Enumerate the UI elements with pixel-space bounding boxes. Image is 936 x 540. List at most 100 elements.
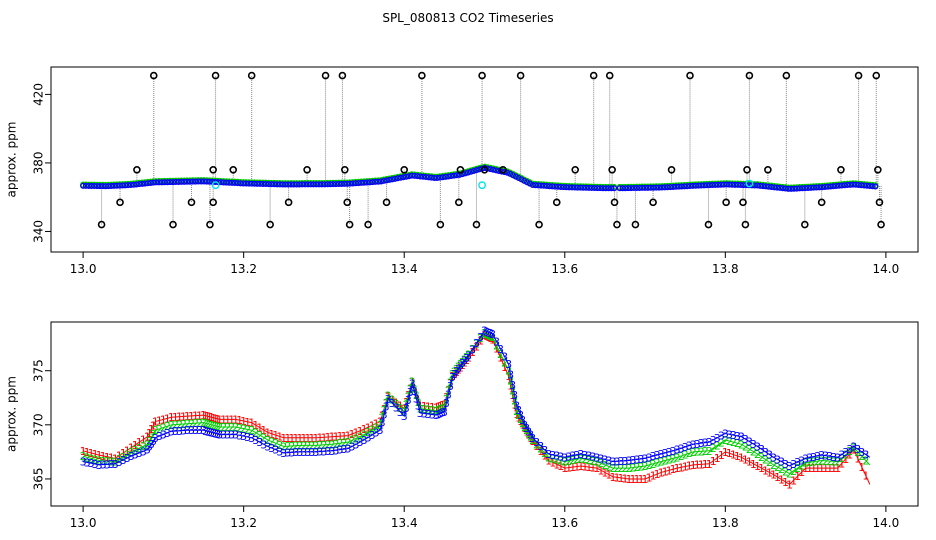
series-3-point	[653, 184, 660, 191]
series-3-marker: 3	[515, 404, 522, 417]
series-3-marker: 3	[415, 400, 422, 413]
series-3-point	[740, 182, 747, 189]
series-1-marker: 1	[822, 462, 829, 475]
series-1-marker: 1	[256, 422, 263, 435]
series-2-marker: 2	[401, 406, 408, 419]
series-2-marker: 2	[180, 418, 187, 431]
series-1-marker: 1	[84, 446, 91, 459]
series-3-marker: 3	[100, 459, 107, 472]
series-2-marker: 2	[810, 456, 817, 469]
series-2-marker: 2	[316, 439, 323, 452]
series-2-marker: 2	[557, 455, 564, 468]
series-2-marker: 2	[581, 453, 588, 466]
y-tick-label: 380	[32, 151, 46, 174]
series-2-marker: 2	[128, 446, 135, 459]
series-2-marker: 2	[686, 447, 693, 460]
series-3-point	[681, 183, 688, 190]
series-2-marker: 2	[834, 456, 841, 469]
series-1-marker: 1	[658, 466, 665, 479]
outlier-point	[206, 220, 214, 229]
series-3-marker: 3	[300, 446, 307, 459]
series-2-marker: 2	[738, 438, 745, 451]
series-3-point	[599, 185, 606, 192]
series-3-point	[644, 184, 651, 191]
series-3-marker: 3	[738, 431, 745, 444]
outlier-point	[608, 165, 616, 174]
series-3-point	[602, 185, 609, 192]
series-3-point	[288, 181, 295, 188]
series-2-marker: 2	[822, 455, 829, 468]
series-2-marker: 2	[389, 394, 396, 407]
series-2-line	[82, 332, 871, 475]
series-3-marker: 3	[459, 357, 466, 370]
series-2-marker: 2	[353, 432, 360, 445]
series-3-marker: 3	[341, 443, 348, 456]
series-1-marker: 1	[212, 412, 219, 425]
series-3-point	[689, 182, 696, 189]
series-3-marker: 3	[146, 441, 153, 454]
series-3-marker: 3	[192, 424, 199, 437]
series-2-marker: 2	[742, 441, 749, 454]
series-1-marker: 1	[361, 423, 368, 436]
series-2-marker: 2	[172, 419, 179, 432]
series-3-marker: 3	[441, 406, 448, 419]
outlier-point	[209, 165, 217, 174]
series-3-marker: 3	[577, 448, 584, 461]
series-3-marker: 3	[537, 440, 544, 453]
series-2-marker: 2	[497, 348, 504, 361]
series-3-marker: 3	[469, 343, 476, 356]
outlier-point	[418, 71, 426, 80]
series-3-marker: 3	[292, 446, 299, 459]
series-1-marker: 1	[188, 410, 195, 423]
outlier-point	[535, 220, 543, 229]
highlight-point	[745, 179, 754, 188]
series-3-point	[167, 179, 174, 186]
series-2-marker: 2	[349, 434, 356, 447]
series-3-point	[450, 172, 457, 179]
series-1-marker: 1	[778, 473, 785, 486]
series-3-marker: 3	[124, 452, 131, 465]
series-3-point	[400, 174, 407, 181]
series-3-point	[636, 184, 643, 191]
series-3-point	[85, 182, 92, 189]
series-3-point	[268, 181, 275, 188]
series-3-point	[667, 184, 674, 191]
series-3-marker: 3	[523, 422, 530, 435]
outlier-point	[610, 198, 619, 207]
series-3-marker: 3	[573, 449, 580, 462]
series-3-marker: 3	[501, 351, 508, 364]
series-2-marker: 2	[449, 368, 456, 381]
series-2-marker: 2	[774, 461, 781, 474]
series-1-marker: 1	[698, 458, 705, 471]
series-1-marker: 1	[112, 452, 119, 465]
series-3-point	[549, 183, 556, 190]
series-3-marker: 3	[718, 430, 725, 443]
series-1-marker: 1	[726, 447, 733, 460]
outlier-point	[872, 71, 881, 80]
series-3-point	[184, 178, 191, 185]
series-1-marker: 1	[417, 399, 424, 412]
series-3-marker: 3	[132, 449, 139, 462]
series-1-marker: 1	[357, 425, 364, 438]
series-3-marker: 3	[529, 432, 536, 445]
series-1-marker: 1	[292, 432, 299, 445]
series-3-marker: 3	[626, 455, 633, 468]
series-3-marker: 3	[601, 453, 608, 466]
series-2-marker: 2	[204, 418, 211, 431]
series-3-marker: 3	[730, 429, 737, 442]
series-2-marker: 2	[565, 455, 572, 468]
series-1-marker: 1	[782, 476, 789, 489]
series-3-marker: 3	[264, 440, 271, 453]
series-3-marker: 3	[605, 455, 612, 468]
series-3-point	[807, 184, 814, 191]
outlier-point	[801, 220, 809, 229]
series-3-marker: 3	[597, 452, 604, 465]
series-1-marker: 1	[328, 431, 335, 444]
series-3-marker: 3	[706, 436, 713, 449]
series-3-point	[425, 174, 432, 181]
series-3-marker: 3	[473, 337, 480, 350]
outlier-point	[739, 198, 747, 207]
series-3-point	[706, 182, 713, 189]
series-1-marker: 1	[814, 462, 821, 475]
series-1-marker: 1	[642, 473, 649, 486]
